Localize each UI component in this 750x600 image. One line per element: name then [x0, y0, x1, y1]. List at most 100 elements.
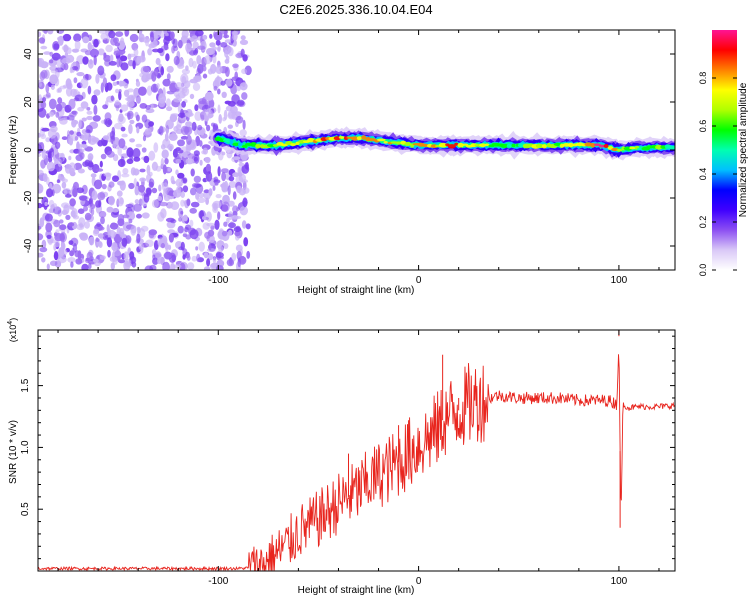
speckle: [72, 110, 78, 116]
speckle: [205, 163, 211, 173]
colorbar-tick-label: 0.0: [698, 264, 708, 277]
speckle: [212, 185, 216, 191]
y-tick-label: -20: [23, 190, 34, 205]
figure-title: C2E6.2025.336.10.04.E04: [279, 2, 432, 17]
speckle: [144, 119, 152, 129]
speckle: [180, 125, 190, 136]
speckle: [209, 33, 213, 39]
speckle: [226, 217, 230, 224]
speckle: [57, 35, 64, 46]
ridge-point: [350, 136, 359, 141]
speckle: [38, 225, 42, 230]
speckle: [203, 189, 210, 194]
speckle: [59, 85, 67, 90]
speckle: [126, 100, 135, 108]
speckle: [108, 61, 117, 66]
speckle: [136, 126, 140, 134]
speckle: [41, 127, 50, 132]
speckle: [239, 82, 248, 91]
ridge-point: [506, 143, 512, 149]
speckle: [143, 193, 150, 203]
speckle: [132, 60, 136, 70]
ridge-point: [250, 142, 257, 147]
speckle: [157, 48, 164, 54]
speckle: [139, 73, 144, 78]
speckle: [68, 155, 72, 161]
speckle: [54, 77, 60, 87]
speckle: [189, 229, 199, 240]
speckle: [82, 161, 89, 168]
speckle: [110, 74, 117, 82]
speckle: [173, 264, 182, 269]
speckle: [175, 94, 180, 99]
speckle: [162, 164, 167, 175]
speckle: [65, 194, 72, 198]
speckle: [128, 53, 136, 58]
speckle: [202, 65, 207, 72]
speckle: [118, 80, 123, 87]
speckle: [138, 243, 144, 251]
speckle: [145, 105, 151, 110]
ridge-point: [567, 142, 574, 148]
speckle: [221, 151, 226, 156]
speckle: [53, 251, 59, 261]
speckle: [153, 30, 162, 39]
speckle: [243, 237, 249, 247]
speckle: [136, 213, 142, 219]
speckle: [125, 203, 134, 208]
speckle: [142, 135, 147, 142]
speckle: [228, 175, 235, 182]
speckle: [208, 243, 212, 251]
speckle: [76, 187, 85, 194]
speckle: [228, 211, 234, 221]
speckle: [145, 239, 154, 248]
speckle: [177, 139, 185, 147]
speckle: [59, 224, 67, 231]
speckle: [106, 206, 114, 213]
speckle: [181, 68, 190, 75]
ridge-point: [241, 144, 248, 148]
speckle: [148, 43, 155, 49]
speckle: [218, 245, 224, 253]
speckle: [49, 148, 54, 153]
speckle: [69, 130, 74, 135]
ridge-point: [553, 142, 562, 146]
speckle: [144, 265, 154, 270]
speckle: [135, 143, 142, 148]
speckle: [224, 30, 228, 39]
speckle: [117, 115, 126, 125]
speckle: [46, 234, 52, 239]
speckle: [87, 153, 94, 161]
speckle: [181, 86, 190, 97]
speckle: [123, 251, 129, 261]
x-tick-label: 0: [416, 576, 422, 587]
speckle: [46, 176, 50, 186]
speckle: [217, 88, 221, 95]
speckle: [97, 48, 105, 56]
speckle: [38, 107, 47, 118]
speckle: [199, 159, 203, 166]
speckle: [157, 257, 162, 265]
speckle: [220, 183, 225, 188]
speckle: [232, 63, 239, 69]
speckle: [89, 121, 99, 129]
speckle: [100, 216, 105, 225]
speckle: [151, 249, 157, 255]
speckle: [52, 203, 58, 209]
colorbar-ticks: 0.0 0.2 0.4 0.6 0.8: [698, 72, 737, 277]
speckle: [45, 92, 51, 98]
speckle: [45, 137, 51, 143]
speckle: [141, 212, 150, 219]
speckle: [158, 184, 162, 192]
speckle: [63, 63, 69, 71]
speckle: [212, 46, 218, 51]
speckle: [135, 95, 141, 104]
speckle: [177, 39, 183, 49]
speckle: [142, 66, 150, 73]
speckle: [181, 76, 187, 84]
speckle: [78, 143, 83, 150]
speckle: [118, 91, 122, 101]
speckle: [182, 233, 188, 238]
speckle: [228, 109, 236, 119]
speckle: [49, 260, 58, 267]
